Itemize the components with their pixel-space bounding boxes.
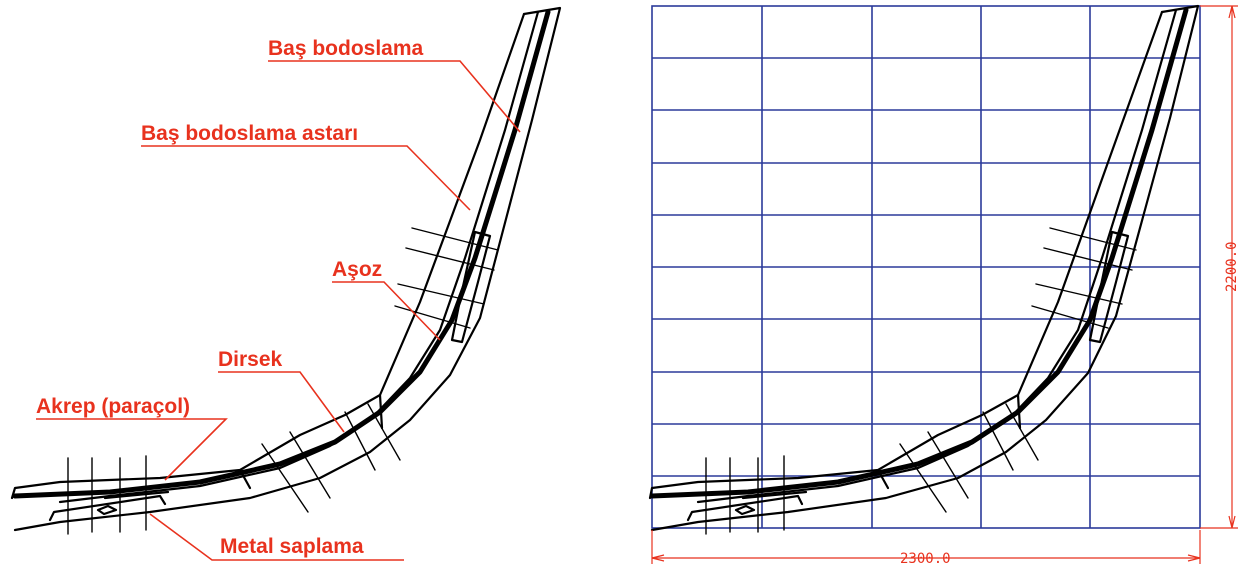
label-bas-bodoslama-astari: Baş bodoslama astarı: [141, 122, 471, 211]
stem-profile-outer: [10, 6, 562, 532]
label-metal-saplama-text: Metal saplama: [220, 535, 364, 558]
label-metal-saplama: Metal saplama: [149, 513, 404, 561]
label-dirsek: Dirsek: [218, 348, 345, 433]
leader-bas-bodoslama: [268, 60, 521, 133]
label-akrep: Akrep (paraçol): [36, 395, 228, 481]
stem-liner: [12, 9, 551, 504]
grid: [651, 5, 1201, 529]
dimension-height-text: 2200.0: [1224, 241, 1240, 292]
right-drawing: 2300.0 2200.0: [648, 4, 1240, 567]
label-akrep-text: Akrep (paraçol): [36, 395, 190, 418]
label-bas-bodoslama: Baş bodoslama: [268, 37, 521, 133]
right-bolt-lines: [705, 227, 1137, 535]
bolt-lines: [67, 227, 499, 535]
leader-asoz: [332, 281, 441, 341]
label-asoz: Aşoz: [332, 258, 441, 341]
left-drawing: Baş bodoslama Baş bodoslama astarı Aşoz …: [10, 6, 562, 561]
label-bas-bodoslama-text: Baş bodoslama: [268, 37, 424, 60]
dimension-width: 2300.0: [651, 530, 1201, 567]
right-stem-profile: [648, 4, 1200, 532]
metal-saplama-parts: [48, 490, 170, 522]
leader-dirsek: [218, 371, 345, 433]
leader-metal-saplama: [149, 513, 404, 561]
dirsek-block: [238, 393, 384, 490]
label-asoz-text: Aşoz: [332, 258, 382, 281]
label-bas-bodoslama-astari-text: Baş bodoslama astarı: [141, 122, 358, 145]
dimension-width-text: 2300.0: [900, 551, 951, 567]
leader-akrep: [36, 418, 228, 481]
leader-bas-bodoslama-astari: [141, 145, 471, 211]
asoz-plate: [450, 230, 492, 344]
dimension-height: 2200.0: [1200, 5, 1240, 529]
label-dirsek-text: Dirsek: [218, 348, 283, 371]
